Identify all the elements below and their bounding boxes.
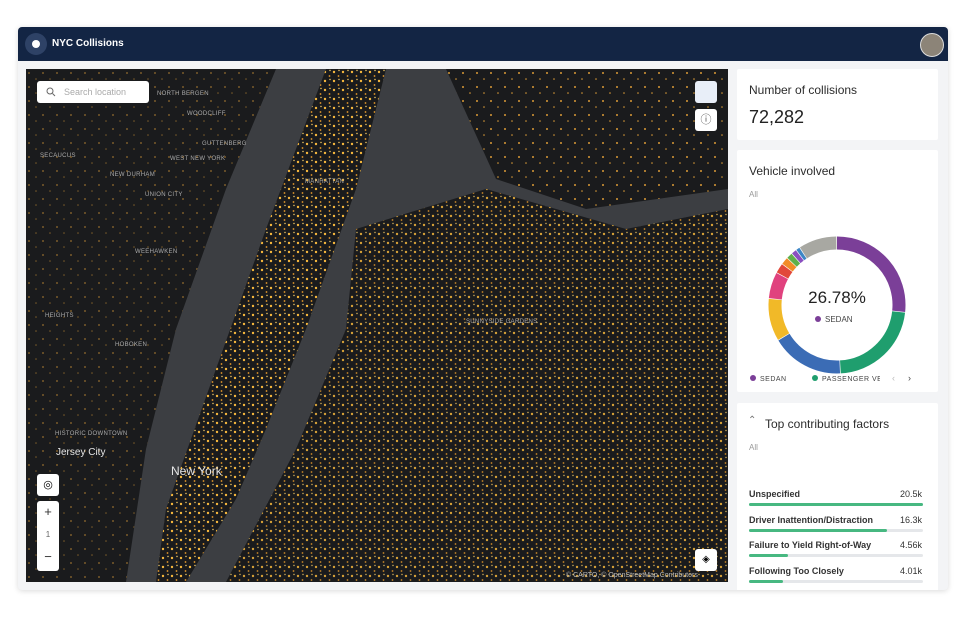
- donut-segment: [792, 250, 804, 264]
- map-label: Heights: [45, 313, 74, 319]
- zoom-control: + 1 −: [37, 501, 59, 571]
- panel-title: Number of collisions: [749, 83, 858, 97]
- attribution: © CARTO, © OpenStreetMap Contributors: [566, 572, 698, 579]
- map-label: Jersey City: [56, 447, 105, 458]
- map-label: West New York: [170, 156, 225, 162]
- factor-name: Following Too Closely: [749, 565, 844, 576]
- search-box[interactable]: Search location: [37, 81, 149, 103]
- info-button[interactable]: ⓘ: [695, 109, 717, 131]
- zoom-out[interactable]: −: [44, 549, 52, 564]
- donut-segment: [839, 310, 906, 374]
- bar: [749, 579, 784, 583]
- factors-panel: Top contributing factors ⌃ All Unspecifi…: [737, 403, 938, 590]
- map-label: Guttenberg: [202, 141, 247, 147]
- panel-title: Vehicle involved: [749, 164, 836, 178]
- bar: [749, 503, 923, 506]
- app-title: NYC Collisions: [52, 38, 124, 49]
- donut-segment: [778, 333, 841, 374]
- legend-label: SEDAN: [760, 376, 787, 383]
- map-label: Historic Downtown: [55, 431, 128, 437]
- donut-segment: [782, 258, 797, 272]
- filter-label: All: [749, 190, 758, 199]
- header: NYC Collisions: [18, 27, 948, 61]
- donut-segment: [836, 236, 906, 312]
- legend-prev: ‹: [892, 373, 895, 383]
- map-label: North Bergen: [157, 91, 209, 97]
- donut-segment: [768, 298, 790, 340]
- vehicle-panel: Vehicle involved All 26.78% SEDAN SEDAN PAS…: [737, 150, 938, 392]
- legend-label: PASSENGER VEHICLE: [822, 376, 905, 383]
- collision-density: [26, 69, 728, 582]
- app: NYC Collisions North Bergen Woodcliff Gutt…: [18, 27, 948, 590]
- factor-value: 20.5k: [899, 489, 922, 499]
- factor-value: 4.01k: [899, 565, 922, 576]
- search-placeholder: Search location: [64, 87, 127, 97]
- legend-dot: [812, 375, 818, 381]
- bar-track: [749, 579, 923, 583]
- layers-button[interactable]: ◈: [695, 549, 717, 571]
- map-label: Union City: [145, 192, 183, 198]
- search-icon: [46, 87, 56, 97]
- map-label: Woodcliff: [187, 111, 226, 117]
- factor-name: Failure to Yield Right-of-Way: [749, 540, 872, 550]
- map-label: Hoboken: [115, 342, 147, 348]
- factor-name: Driver Inattention/Distraction: [749, 514, 874, 525]
- logo: [25, 33, 47, 55]
- bar: [749, 554, 788, 557]
- map-label: New York: [171, 464, 223, 478]
- zoom-level: 1: [45, 530, 51, 539]
- donut-center-value: 26.78%: [808, 288, 866, 307]
- factor-value: 16.3k: [899, 514, 922, 525]
- avatar[interactable]: [920, 33, 944, 57]
- collisions-panel: Number of collisions 72,282: [737, 69, 938, 140]
- legend-dot: [815, 316, 821, 322]
- bar-track: [749, 554, 923, 557]
- zoom-in[interactable]: +: [44, 504, 52, 519]
- factor-name: Unspecified: [749, 489, 801, 499]
- map-label: Weehawken: [135, 249, 177, 255]
- donut-chart: 26.78% SEDAN SEDAN PASSENGER VEHICLE‹ ›: [750, 236, 911, 383]
- donut-segment: [799, 236, 837, 259]
- donut-segment: [776, 264, 793, 279]
- bar: [749, 528, 888, 532]
- collapse-icon[interactable]: ⌃: [748, 415, 757, 426]
- legend-dot: [750, 375, 756, 381]
- panel-title: Top contributing factors: [765, 417, 890, 431]
- collisions-value: 72,282: [749, 107, 805, 127]
- legend-next: ›: [908, 373, 911, 383]
- map-canvas: North Bergen Woodcliff Guttenberg Secaucus W…: [26, 69, 728, 582]
- donut-segment: [796, 247, 807, 261]
- factor-list: Unspecified 20.5k Driver Inattention/Distr…: [737, 403, 938, 590]
- filter-label: All: [749, 443, 758, 452]
- map-label: Sunnyside Gardens: [466, 319, 537, 325]
- donut-segment: [787, 253, 801, 267]
- map-label: Manhattan: [305, 179, 344, 185]
- donut-segment: [768, 272, 789, 300]
- map-label: New Durham: [110, 172, 155, 178]
- locate-button[interactable]: ◎: [37, 474, 59, 496]
- map[interactable]: North Bergen Woodcliff Guttenberg Secaucus W…: [26, 69, 728, 582]
- map-label: Secaucus: [40, 153, 76, 159]
- donut-center-name: SEDAN: [825, 315, 853, 324]
- factor-value: 4.56k: [899, 540, 922, 550]
- panel-toggle[interactable]: [695, 81, 717, 103]
